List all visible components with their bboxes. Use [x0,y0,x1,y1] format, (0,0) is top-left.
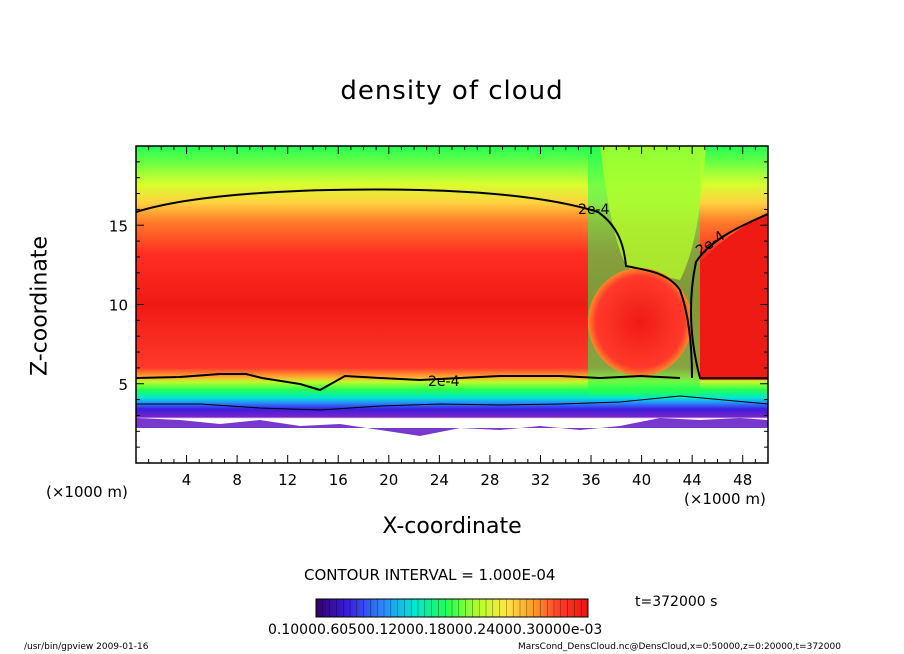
x-axis-unit-left: (×1000 m) [46,483,128,501]
x-tick-label: 36 [581,471,600,489]
x-tick-label: 32 [531,471,550,489]
x-axis-unit-right: (×1000 m) [684,490,766,508]
contour-lines [135,188,769,392]
chart-title: density of cloud [340,76,564,106]
y-axis: 5 10 15 [109,161,768,448]
contour-label-3: 2e-4 [428,374,460,390]
x-tick-label: 20 [379,471,398,489]
cloud-bubble [588,268,692,376]
colorbar-ticks [315,599,589,617]
x-tick-label: 24 [430,471,449,489]
y-tick-label: 15 [109,217,128,235]
time-label: t=372000 s [635,594,718,610]
x-tick-label: 16 [329,471,348,489]
x-tick-label: 4 [182,471,192,489]
contour-label-1: 2e-4 [578,202,610,218]
x-axis-label: X-coordinate [382,514,522,539]
x-tick-label: 8 [232,471,242,489]
x-tick-label: 12 [278,471,297,489]
y-tick-label: 5 [118,376,128,394]
y-tick-label: 10 [109,297,128,315]
x-axis: 4 8 12 16 20 24 28 32 36 40 44 48 [148,146,756,489]
colorbar-tick-labels: 0.10000.60500.12000.18000.24000.30000e-0… [268,622,603,638]
footer-program-info: /usr/bin/gpview 2009-01-16 [24,642,149,652]
x-tick-label: 40 [632,471,651,489]
x-tick-label: 48 [733,471,752,489]
x-tick-label: 44 [683,471,702,489]
x-tick-label: 28 [480,471,499,489]
contour-interval-label: CONTOUR INTERVAL = 1.000E-04 [304,566,556,584]
footer-file-info: MarsCond_DensCloud.nc@DensCloud,x=0:5000… [518,642,841,652]
